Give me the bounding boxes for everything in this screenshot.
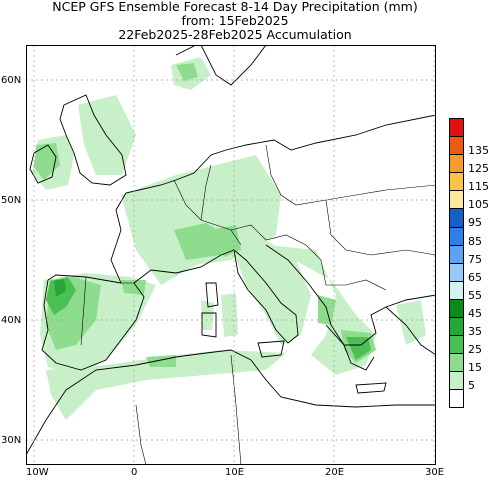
legend-row: 5	[449, 371, 489, 393]
legend-swatch	[449, 154, 464, 173]
lat-label-50n: 50N	[1, 195, 22, 206]
lon-label-0: 0	[131, 467, 138, 478]
legend-swatch	[449, 317, 464, 336]
legend-label: 65	[468, 270, 482, 284]
legend-label: 135	[468, 144, 489, 158]
precipitation-map	[26, 45, 436, 465]
legend-row: 115	[449, 172, 489, 194]
legend-row: 15	[449, 353, 489, 375]
legend-label: 115	[468, 180, 489, 194]
lon-label-10w: 10W	[26, 467, 49, 478]
legend-row	[449, 118, 489, 137]
legend-row: 65	[449, 262, 489, 284]
legend-swatch	[449, 190, 464, 209]
legend-swatch	[449, 244, 464, 263]
legend-label: 5	[468, 379, 475, 393]
legend-label: 35	[468, 325, 482, 339]
legend-row: 125	[449, 154, 489, 176]
legend-label: 45	[468, 306, 482, 320]
precip-legend: 135 125 115 105 95 85 75 65 55 45 35 25 15 5	[449, 118, 489, 408]
legend-swatch	[449, 136, 464, 155]
legend-swatch	[449, 280, 464, 299]
legend-swatch	[449, 389, 464, 408]
country-borders	[80, 144, 436, 465]
legend-row: 85	[449, 226, 489, 248]
legend-swatch	[449, 298, 464, 318]
legend-swatch	[449, 208, 464, 227]
legend-swatch	[449, 226, 464, 245]
legend-swatch	[449, 335, 464, 354]
coastlines	[26, 45, 436, 456]
legend-row: 135	[449, 136, 489, 158]
chart-subtitle-issue-date: from: 15Feb2025	[181, 13, 289, 28]
legend-row	[449, 389, 489, 408]
lon-label-10e: 10E	[225, 467, 245, 478]
legend-swatch	[449, 172, 464, 191]
legend-label: 55	[468, 288, 482, 302]
legend-row: 25	[449, 335, 489, 357]
precip-shading-dark	[46, 277, 371, 360]
legend-swatch	[449, 353, 464, 372]
chart-subtitle-accumulation-period: 22Feb2025-28Feb2025 Accumulation	[118, 27, 352, 42]
legend-row: 95	[449, 208, 489, 230]
precip-shading-darkest	[54, 279, 66, 297]
legend-swatch	[449, 371, 464, 390]
legend-label: 75	[468, 252, 482, 266]
lon-label-30e: 30E	[425, 467, 445, 478]
legend-label: 125	[468, 162, 489, 176]
legend-swatch	[449, 118, 464, 137]
chart-title: NCEP GFS Ensemble Forecast 8-14 Day Prec…	[52, 0, 418, 14]
lon-label-20e: 20E	[325, 467, 345, 478]
legend-row: 35	[449, 317, 489, 339]
lat-label-30n: 30N	[1, 435, 22, 446]
legend-label: 105	[468, 198, 489, 212]
legend-label: 25	[468, 343, 482, 357]
legend-label: 95	[468, 216, 482, 230]
legend-row: 55	[449, 280, 489, 302]
legend-row: 45	[449, 298, 489, 320]
lat-label-60n: 60N	[1, 75, 22, 86]
legend-swatch	[449, 262, 464, 281]
lat-label-40n: 40N	[1, 315, 22, 326]
legend-row: 75	[449, 244, 489, 266]
graticule	[26, 45, 436, 465]
legend-row: 105	[449, 190, 489, 212]
legend-label: 15	[468, 361, 482, 375]
legend-label: 85	[468, 234, 482, 248]
